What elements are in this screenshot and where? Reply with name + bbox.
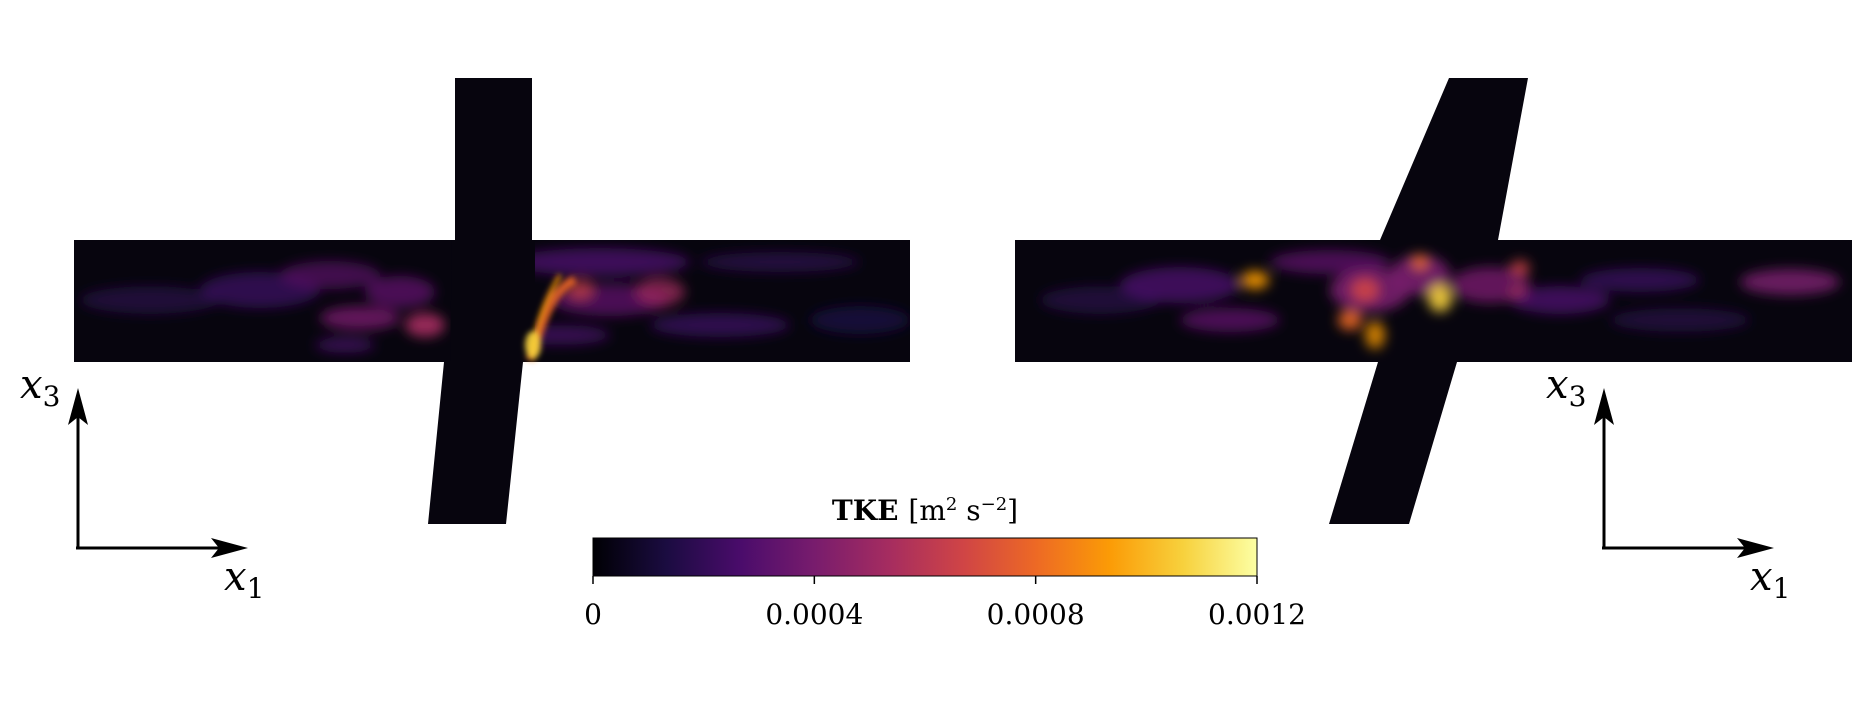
colorbar-tick-label: 0 [584,598,602,631]
colorbar-title: TKE [m2 s−2] [832,494,1018,527]
colorbar-unit-exp2: −2 [981,494,1008,515]
colorbar-title-bold: TKE [832,494,899,527]
right-x3-subscript: 3 [1569,380,1587,413]
colorbar-bar [592,537,1258,577]
left-x3-label: x3 [20,362,60,413]
colorbar-tick-label: 0.0012 [1208,598,1306,631]
right-x1-arrowhead [1737,538,1774,558]
left-x3-subscript: 3 [43,380,61,413]
colorbar-tick-label: 0.0008 [987,598,1085,631]
colorbar-unit-close: ] [1007,494,1018,527]
left-x3-arrowhead [68,388,88,425]
colorbar-unit-open: [m [908,494,945,527]
right-axes-indicator: x3 x1 [1546,362,1790,605]
right-tke-field [1040,250,1840,349]
left-x1-arrowhead [211,538,248,558]
right-x1-label: x1 [1750,554,1790,605]
left-panel: x3 x1 [20,78,910,605]
left-x1-label: x1 [224,554,264,605]
right-x3-label: x3 [1546,362,1586,413]
right-panel: x3 x1 [1015,78,1852,605]
colorbar-unit-exp1: 2 [946,494,957,515]
colorbar-ticks: 0 0.0004 0.0008 0.0012 [584,576,1306,631]
colorbar-tick-label: 0.0004 [765,598,863,631]
left-tke-field [80,248,910,353]
left-axes-indicator: x3 x1 [20,362,264,605]
left-jet-streak [525,273,578,362]
colorbar-unit-mid: s [957,494,980,527]
left-x1-subscript: 1 [247,572,265,605]
right-x1-subscript: 1 [1773,572,1791,605]
right-x3-arrowhead [1594,388,1614,425]
colorbar: TKE [m2 s−2] 0 0.0004 0.0008 0.0012 [584,494,1306,631]
left-vertical-channel [428,78,535,524]
